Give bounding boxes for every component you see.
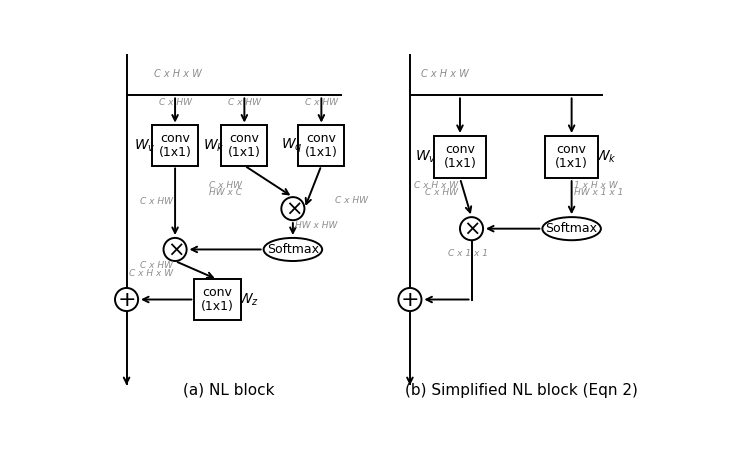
Text: conv: conv — [445, 143, 475, 156]
Text: conv: conv — [229, 132, 259, 145]
Text: 1 x H x W: 1 x H x W — [574, 180, 618, 189]
Text: C x HW: C x HW — [228, 98, 261, 107]
FancyBboxPatch shape — [221, 125, 268, 166]
Ellipse shape — [542, 217, 601, 240]
Text: conv: conv — [556, 143, 587, 156]
Text: (b) Simplified NL block (Eqn 2): (b) Simplified NL block (Eqn 2) — [405, 383, 638, 398]
Text: conv: conv — [307, 132, 336, 145]
Text: C x HW: C x HW — [336, 197, 368, 206]
Text: (1x1): (1x1) — [305, 146, 338, 159]
Text: C x HW: C x HW — [140, 197, 173, 206]
Text: C x HW: C x HW — [209, 181, 242, 190]
Text: $W_q$: $W_q$ — [281, 136, 302, 154]
Text: HW x 1 x 1: HW x 1 x 1 — [574, 189, 623, 198]
Text: $\times$: $\times$ — [463, 219, 480, 239]
Text: (1x1): (1x1) — [159, 146, 191, 159]
Text: C x HW: C x HW — [305, 98, 338, 107]
Text: C x H x W: C x H x W — [421, 69, 469, 79]
Text: HW x HW: HW x HW — [295, 221, 338, 230]
Text: $W_v$: $W_v$ — [415, 149, 437, 165]
Circle shape — [282, 197, 304, 220]
Text: (a) NL block: (a) NL block — [183, 383, 275, 398]
Text: C x H x W: C x H x W — [154, 69, 201, 79]
FancyBboxPatch shape — [545, 136, 598, 178]
Circle shape — [460, 217, 483, 240]
Text: $\times$: $\times$ — [285, 198, 302, 219]
Text: $W_k$: $W_k$ — [203, 137, 225, 154]
Text: $\times$: $\times$ — [167, 239, 183, 260]
Text: HW x C: HW x C — [209, 188, 242, 197]
Circle shape — [163, 238, 187, 261]
Text: (1x1): (1x1) — [201, 300, 234, 313]
Text: C x H x W: C x H x W — [129, 269, 173, 278]
Text: (1x1): (1x1) — [555, 158, 588, 171]
Text: +: + — [401, 290, 419, 309]
Text: conv: conv — [160, 132, 190, 145]
FancyBboxPatch shape — [434, 136, 486, 178]
Text: Softmax: Softmax — [267, 243, 319, 256]
Ellipse shape — [264, 238, 322, 261]
Text: conv: conv — [202, 286, 232, 299]
Circle shape — [398, 288, 421, 311]
Text: (1x1): (1x1) — [228, 146, 261, 159]
Text: Softmax: Softmax — [545, 222, 598, 235]
Circle shape — [115, 288, 138, 311]
Text: $W_v$: $W_v$ — [134, 137, 156, 154]
FancyBboxPatch shape — [152, 125, 198, 166]
FancyBboxPatch shape — [194, 279, 240, 320]
Text: (1x1): (1x1) — [443, 158, 477, 171]
FancyBboxPatch shape — [299, 125, 344, 166]
Text: C x 1 x 1: C x 1 x 1 — [448, 249, 488, 258]
Text: C x HW: C x HW — [425, 189, 457, 198]
Text: +: + — [118, 290, 136, 309]
Text: $W_k$: $W_k$ — [595, 149, 616, 165]
Text: C x HW: C x HW — [140, 261, 173, 270]
Text: $W_z$: $W_z$ — [238, 291, 259, 308]
Text: C x H x W: C x H x W — [414, 180, 457, 189]
Text: C x HW: C x HW — [159, 98, 191, 107]
